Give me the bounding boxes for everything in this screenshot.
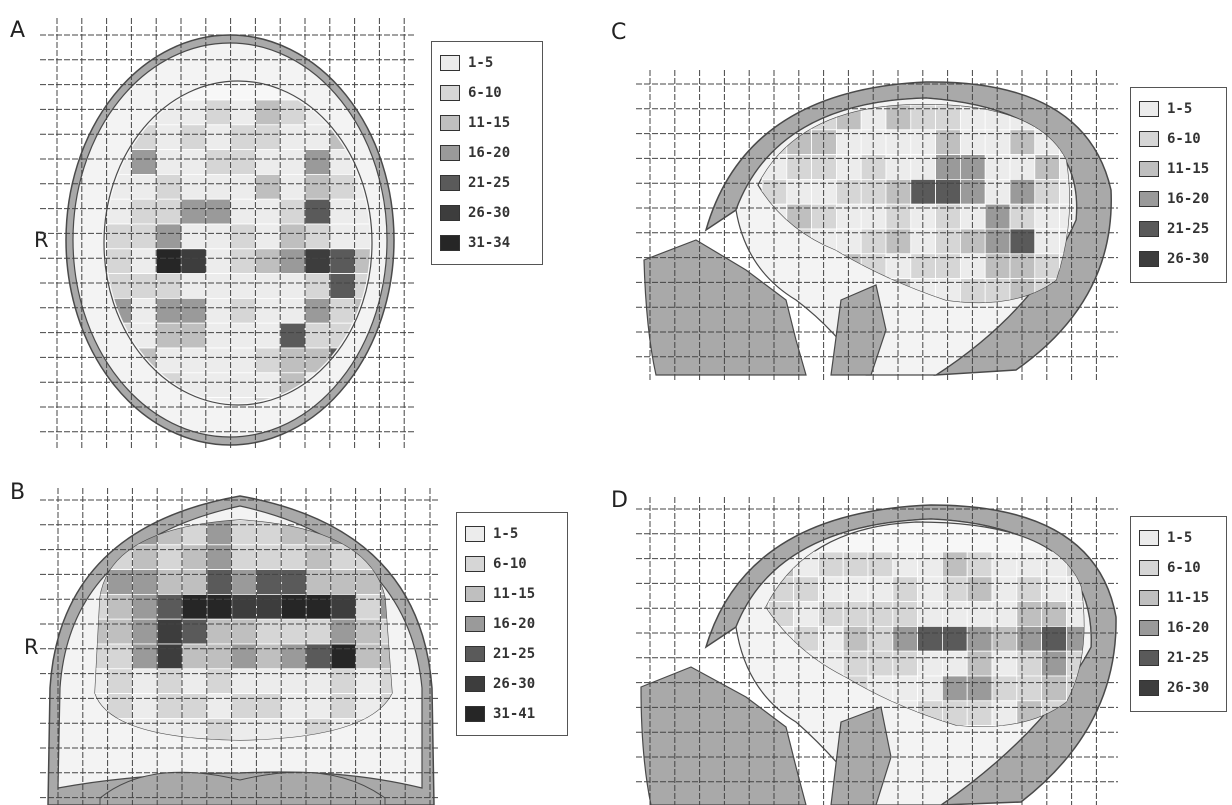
legend-range: 16-20: [1167, 191, 1210, 207]
panel-a-side-label: R: [34, 228, 49, 252]
legend-range: 21-25: [1167, 650, 1210, 666]
legend-range: 26-30: [493, 676, 536, 692]
legend-entry: 6-10: [465, 549, 557, 579]
panel-c-sagittal-map: [636, 70, 1118, 380]
legend-swatch-4: [440, 145, 460, 161]
panel-b-side-label: R: [24, 635, 39, 659]
legend-range: 21-25: [468, 175, 511, 191]
legend-swatch-5: [1139, 650, 1159, 666]
legend-entry: 16-20: [1139, 184, 1216, 214]
legend-entry: 16-20: [1139, 613, 1216, 643]
legend-swatch-3: [1139, 590, 1159, 606]
grid-lines: [40, 18, 415, 450]
legend-swatch-2: [1139, 131, 1159, 147]
legend-entry: 16-20: [465, 609, 557, 639]
panel-b-legend: 1-5 6-10 11-15 16-20 21-25 26-30 31-41: [456, 512, 568, 736]
grid-lines: [40, 488, 440, 805]
legend-swatch-3: [1139, 161, 1159, 177]
legend-entry: 6-10: [1139, 124, 1216, 154]
legend-swatch-3: [465, 586, 485, 602]
legend-swatch-1: [1139, 530, 1159, 546]
legend-entry: 1-5: [440, 48, 532, 78]
legend-entry: 26-30: [1139, 673, 1216, 703]
legend-range: 1-5: [1167, 530, 1193, 546]
legend-entry: 31-34: [440, 228, 532, 258]
legend-range: 31-41: [493, 706, 536, 722]
legend-swatch-7: [465, 706, 485, 722]
legend-swatch-6: [465, 676, 485, 692]
grid-lines: [636, 497, 1118, 805]
panel-d-legend: 1-5 6-10 11-15 16-20 21-25 26-30: [1130, 516, 1227, 712]
legend-swatch-5: [465, 646, 485, 662]
legend-swatch-1: [440, 55, 460, 71]
legend-swatch-1: [1139, 101, 1159, 117]
panel-c-label: C: [611, 20, 627, 45]
panel-b-coronal-map: [40, 488, 440, 805]
legend-swatch-5: [1139, 221, 1159, 237]
legend-entry: 26-30: [465, 669, 557, 699]
legend-swatch-2: [465, 556, 485, 572]
panel-a-axial-map: [40, 18, 415, 450]
legend-range: 26-30: [468, 205, 511, 221]
grid-lines: [636, 70, 1118, 380]
legend-range: 26-30: [1167, 251, 1210, 267]
legend-entry: 21-25: [1139, 214, 1216, 244]
legend-range: 16-20: [1167, 620, 1210, 636]
legend-entry: 21-25: [440, 168, 532, 198]
panel-a-legend: 1-5 6-10 11-15 16-20 21-25 26-30 31-34: [431, 41, 543, 265]
panel-d-sagittal-map: [636, 497, 1118, 805]
legend-range: 11-15: [1167, 161, 1210, 177]
panel-c-legend: 1-5 6-10 11-15 16-20 21-25 26-30: [1130, 87, 1227, 283]
legend-swatch-3: [440, 115, 460, 131]
legend-entry: 1-5: [1139, 523, 1216, 553]
legend-swatch-2: [440, 85, 460, 101]
legend-range: 1-5: [468, 55, 494, 71]
legend-entry: 11-15: [1139, 154, 1216, 184]
legend-range: 26-30: [1167, 680, 1210, 696]
legend-range: 11-15: [493, 586, 536, 602]
legend-entry: 21-25: [465, 639, 557, 669]
legend-swatch-4: [1139, 191, 1159, 207]
legend-entry: 21-25: [1139, 643, 1216, 673]
legend-range: 1-5: [493, 526, 519, 542]
legend-range: 21-25: [493, 646, 536, 662]
legend-range: 6-10: [493, 556, 527, 572]
legend-entry: 26-30: [1139, 244, 1216, 274]
legend-range: 21-25: [1167, 221, 1210, 237]
legend-swatch-2: [1139, 560, 1159, 576]
legend-swatch-6: [440, 205, 460, 221]
legend-entry: 11-15: [440, 108, 532, 138]
panel-b-label: B: [10, 480, 26, 505]
legend-entry: 26-30: [440, 198, 532, 228]
legend-range: 16-20: [493, 616, 536, 632]
legend-swatch-5: [440, 175, 460, 191]
legend-swatch-4: [465, 616, 485, 632]
legend-range: 6-10: [1167, 560, 1201, 576]
legend-entry: 6-10: [440, 78, 532, 108]
panel-d-label: D: [611, 488, 628, 513]
brainstem-region: [830, 706, 892, 805]
legend-swatch-6: [1139, 251, 1159, 267]
legend-swatch-7: [440, 235, 460, 251]
cerebellum-region: [99, 771, 386, 805]
legend-entry: 1-5: [1139, 94, 1216, 124]
legend-entry: 11-15: [465, 579, 557, 609]
legend-entry: 16-20: [440, 138, 532, 168]
legend-swatch-6: [1139, 680, 1159, 696]
legend-entry: 1-5: [465, 519, 557, 549]
legend-range: 6-10: [468, 85, 502, 101]
legend-range: 6-10: [1167, 131, 1201, 147]
legend-range: 11-15: [468, 115, 511, 131]
legend-range: 11-15: [1167, 590, 1210, 606]
legend-entry: 11-15: [1139, 583, 1216, 613]
panel-a-label: A: [10, 18, 26, 43]
legend-swatch-4: [1139, 620, 1159, 636]
legend-entry: 6-10: [1139, 553, 1216, 583]
legend-entry: 31-41: [465, 699, 557, 729]
legend-range: 31-34: [468, 235, 511, 251]
legend-swatch-1: [465, 526, 485, 542]
legend-range: 16-20: [468, 145, 511, 161]
legend-range: 1-5: [1167, 101, 1193, 117]
